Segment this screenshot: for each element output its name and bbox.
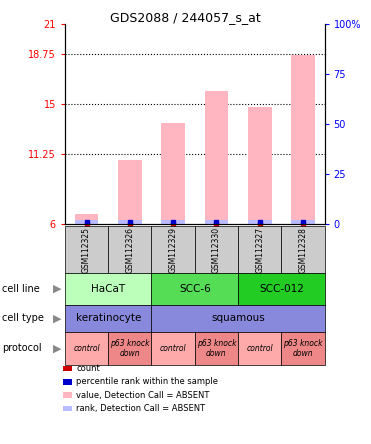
Bar [204, 220, 228, 224]
Bar [75, 220, 98, 224]
Text: ▶: ▶ [53, 313, 61, 323]
Text: control: control [73, 344, 100, 353]
Text: GSM112325: GSM112325 [82, 227, 91, 273]
Bar [161, 123, 185, 224]
Text: SCC-012: SCC-012 [259, 284, 304, 294]
Text: HaCaT: HaCaT [91, 284, 125, 294]
Text: p63 knock
down: p63 knock down [110, 339, 150, 358]
Text: GSM112329: GSM112329 [169, 227, 178, 273]
Bar [248, 107, 272, 224]
Text: cell line: cell line [2, 284, 40, 294]
Text: percentile rank within the sample: percentile rank within the sample [76, 377, 218, 386]
Text: keratinocyte: keratinocyte [76, 313, 141, 323]
Bar [118, 160, 142, 224]
Text: GSM112328: GSM112328 [299, 227, 308, 273]
Text: SCC-6: SCC-6 [179, 284, 211, 294]
Text: p63 knock
down: p63 knock down [283, 339, 323, 358]
Text: protocol: protocol [2, 343, 42, 353]
Text: GSM112326: GSM112326 [125, 227, 134, 273]
Text: GDS2088 / 244057_s_at: GDS2088 / 244057_s_at [110, 11, 261, 24]
Bar [204, 91, 228, 224]
Text: control: control [160, 344, 187, 353]
Bar [161, 220, 185, 224]
Text: p63 knock
down: p63 knock down [197, 339, 236, 358]
Text: cell type: cell type [2, 313, 44, 323]
Bar [248, 220, 272, 224]
Text: count: count [76, 364, 100, 373]
Bar [291, 55, 315, 224]
Text: ▶: ▶ [53, 343, 61, 353]
Text: GSM112330: GSM112330 [212, 227, 221, 273]
Text: control: control [246, 344, 273, 353]
Text: rank, Detection Call = ABSENT: rank, Detection Call = ABSENT [76, 404, 205, 413]
Bar [291, 220, 315, 224]
Text: squamous: squamous [211, 313, 265, 323]
Bar [118, 220, 142, 224]
Text: GSM112327: GSM112327 [255, 227, 264, 273]
Text: ▶: ▶ [53, 284, 61, 294]
Text: value, Detection Call = ABSENT: value, Detection Call = ABSENT [76, 391, 210, 400]
Bar [75, 214, 98, 224]
